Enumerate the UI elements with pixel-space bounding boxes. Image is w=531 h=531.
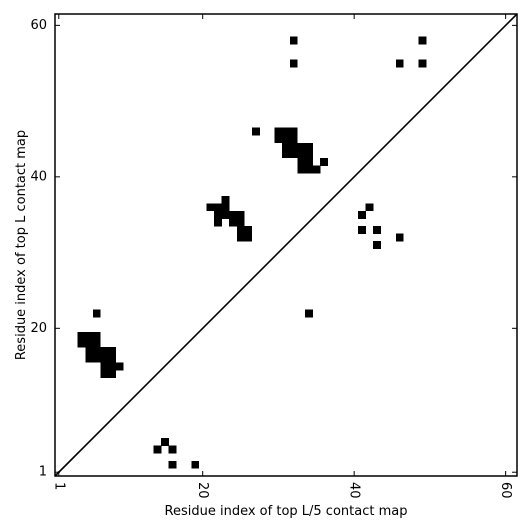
contact-cell-lower xyxy=(168,460,177,469)
contact-cell-upper xyxy=(289,142,298,151)
contact-cell-upper xyxy=(214,218,222,227)
contact-cell-lower xyxy=(161,438,169,447)
contact-cell-lower xyxy=(85,332,94,340)
contact-cell-upper xyxy=(282,127,291,136)
contact-cell-lower xyxy=(108,347,116,356)
contact-cell-lower xyxy=(115,362,124,371)
contact-cell-upper xyxy=(236,233,245,242)
contact-cell-upper xyxy=(304,157,313,166)
x-tick-label: 20 xyxy=(195,482,210,499)
contact-cell-upper xyxy=(289,36,298,45)
contact-cell-upper xyxy=(418,36,427,45)
contact-cell-upper xyxy=(289,135,298,144)
contact-cells xyxy=(77,36,427,469)
contact-cell-upper xyxy=(244,226,253,234)
x-tick-labels: 1 20 40 60 xyxy=(51,482,513,499)
contact-cell-lower xyxy=(77,332,86,340)
contact-cell-upper xyxy=(395,59,404,68)
contact-cell-lower xyxy=(304,309,313,318)
contact-cell-lower xyxy=(85,354,94,363)
contact-cell-upper xyxy=(297,150,306,159)
x-tick-label: 1 xyxy=(51,482,66,490)
contact-cell-lower xyxy=(357,210,366,219)
contact-cell-upper xyxy=(251,127,260,136)
contact-cell-lower xyxy=(373,226,381,234)
y-tick-label: 1 xyxy=(39,465,47,480)
diagonal-line-group xyxy=(54,13,518,477)
contact-cell-lower xyxy=(373,241,381,250)
contact-cell-lower xyxy=(108,362,116,371)
contact-cell-upper xyxy=(229,210,238,219)
contact-cell-upper xyxy=(297,142,306,151)
y-tick-label: 20 xyxy=(30,321,47,336)
contact-cell-lower xyxy=(85,347,94,356)
contact-cell-upper xyxy=(274,135,283,144)
contact-cell-upper xyxy=(304,165,313,174)
contact-cell-upper xyxy=(229,218,238,227)
contact-cell-upper xyxy=(304,142,313,151)
contact-cell-lower xyxy=(100,362,109,371)
contact-cell-lower xyxy=(92,332,101,340)
contact-cell-lower xyxy=(92,339,101,348)
contact-cell-upper xyxy=(236,226,245,234)
y-tick-labels: 1 20 40 60 xyxy=(30,18,47,480)
contact-cell-lower xyxy=(357,226,366,234)
x-tick-label: 60 xyxy=(498,482,513,499)
contact-cell-lower xyxy=(100,354,109,363)
x-axis-label: Residue index of top L/5 contact map xyxy=(165,504,408,519)
contact-cell-lower xyxy=(100,347,109,356)
tick-marks xyxy=(55,14,517,476)
contact-cell-upper xyxy=(297,157,306,166)
contact-cell-upper xyxy=(221,195,230,204)
y-tick-label: 60 xyxy=(30,18,47,33)
contact-cell-upper xyxy=(289,59,298,68)
contact-cell-upper xyxy=(244,233,253,242)
contact-cell-lower xyxy=(92,354,101,363)
contact-cell-lower xyxy=(100,369,109,378)
contact-cell-upper xyxy=(304,150,313,159)
contact-cell-upper xyxy=(214,203,222,212)
diagonal-line xyxy=(54,13,518,477)
contact-cell-upper xyxy=(282,135,291,144)
contact-cell-upper xyxy=(221,210,230,219)
contact-cell-upper xyxy=(206,203,215,212)
contact-cell-lower xyxy=(365,203,374,212)
contact-cell-lower xyxy=(395,233,404,242)
contact-cell-upper xyxy=(289,127,298,136)
contact-cell-upper xyxy=(236,218,245,227)
contact-cell-lower xyxy=(153,445,162,454)
contact-cell-lower xyxy=(92,309,101,318)
contact-cell-upper xyxy=(274,127,283,136)
contact-cell-upper xyxy=(282,142,291,151)
x-tick-label: 40 xyxy=(347,482,362,499)
contact-cell-upper xyxy=(418,59,427,68)
contact-cell-upper xyxy=(320,157,328,166)
contact-cell-upper xyxy=(214,210,222,219)
contact-cell-upper xyxy=(282,150,291,159)
contact-cell-upper xyxy=(221,203,230,212)
contact-cell-lower xyxy=(77,339,86,348)
contact-cell-upper xyxy=(289,150,298,159)
contact-cell-lower xyxy=(168,445,177,454)
contact-cell-upper xyxy=(312,165,321,174)
contact-cell-lower xyxy=(108,354,116,363)
contact-cell-lower xyxy=(191,460,200,469)
y-axis-label: Residue index of top L contact map xyxy=(14,130,29,360)
contact-cell-lower xyxy=(85,339,94,348)
contact-cell-upper xyxy=(236,210,245,219)
contact-cell-lower xyxy=(108,369,116,378)
plot-frame xyxy=(54,13,518,477)
y-tick-label: 40 xyxy=(30,169,47,184)
contact-cell-lower xyxy=(92,347,101,356)
contact-cell-upper xyxy=(297,165,306,174)
